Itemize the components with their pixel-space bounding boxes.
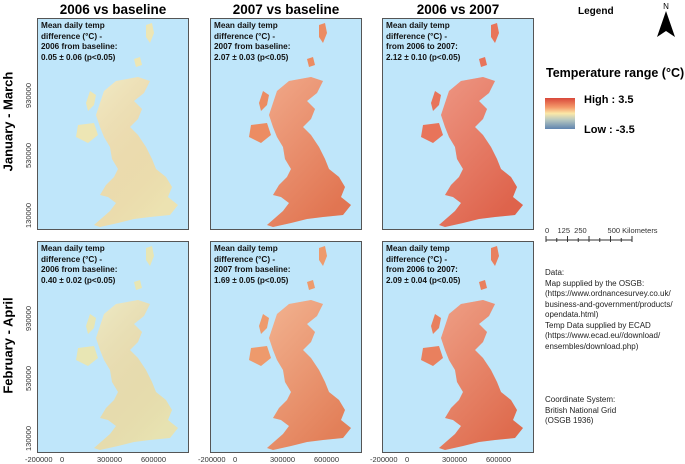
uk-map (76, 23, 178, 227)
panel-annotation: Mean daily temp difference (°C) - 2006 f… (41, 21, 118, 62)
color-ramp (545, 98, 575, 129)
shetland (491, 23, 499, 43)
x-tick-label: -200000 (25, 455, 53, 464)
orkney (479, 57, 487, 67)
x-tick-label: 600000 (486, 455, 512, 464)
map-panel: Mean daily temp difference (°C) - from 2… (382, 18, 534, 230)
x-tick-label: 300000 (97, 455, 123, 464)
x-tick-label: 300000 (442, 455, 468, 464)
x-tick-label: 600000 (141, 455, 167, 464)
north-label: N (663, 2, 669, 11)
northern-ireland (421, 123, 443, 143)
panel-annotation: Mean daily temp difference (°C) - from 2… (386, 244, 461, 285)
shetland (146, 23, 154, 43)
y-tick-label: 130000 (24, 202, 33, 228)
north-arrow-icon (657, 11, 675, 37)
orkney (134, 280, 142, 290)
row-title: January - March (0, 71, 16, 172)
map-panel: Mean daily temp difference (°C) - 2007 f… (210, 241, 362, 453)
hebrides (431, 91, 441, 111)
legend-title: Legend (578, 6, 614, 17)
map-panel: Mean daily temp difference (°C) - 2006 f… (37, 18, 189, 230)
map-panel: Mean daily temp difference (°C) - from 2… (382, 241, 534, 453)
x-tick-label: -200000 (370, 455, 398, 464)
shetland (319, 246, 327, 266)
orkney (307, 280, 315, 290)
map-panel: Mean daily temp difference (°C) - 2006 f… (37, 241, 189, 453)
orkney (307, 57, 315, 67)
column-title: 2006 vs baseline (59, 2, 167, 17)
scale-bar: 0 125 250 500 Kilometers (545, 226, 658, 245)
x-tick-label: 300000 (270, 455, 296, 464)
hebrides (259, 91, 269, 111)
northern-ireland (76, 346, 98, 366)
y-tick-label: 930000 (24, 305, 33, 331)
orkney (479, 280, 487, 290)
panel-annotation: Mean daily temp difference (°C) - 2007 f… (214, 21, 291, 62)
northern-ireland (76, 123, 98, 143)
scale-bar-icon (545, 236, 633, 242)
uk-map (421, 246, 523, 450)
hebrides (86, 91, 96, 111)
northern-ireland (421, 346, 443, 366)
hebrides (431, 314, 441, 334)
north-arrow: N (655, 2, 677, 40)
high-label: High : 3.5 (584, 94, 634, 106)
shetland (146, 246, 154, 266)
panel-annotation: Mean daily temp difference (°C) - from 2… (386, 21, 461, 62)
northern-ireland (249, 123, 271, 143)
hebrides (86, 314, 96, 334)
column-title: 2007 vs baseline (232, 2, 340, 17)
row-title: February - April (0, 297, 16, 394)
panel-annotation: Mean daily temp difference (°C) - 2007 f… (214, 244, 291, 285)
x-tick-label: 0 (233, 455, 238, 464)
x-tick-label: 600000 (314, 455, 340, 464)
uk-map (249, 23, 351, 227)
uk-map (76, 246, 178, 450)
uk-map (421, 23, 523, 227)
panel-annotation: Mean daily temp difference (°C) - 2006 f… (41, 244, 118, 285)
x-tick-label: 0 (405, 455, 410, 464)
northern-ireland (249, 346, 271, 366)
shetland (491, 246, 499, 266)
column-title: 2006 vs 2007 (416, 2, 500, 17)
x-tick-label: 0 (60, 455, 65, 464)
y-tick-label: 530000 (24, 142, 33, 168)
coordinate-system: Coordinate System: British National Grid… (545, 395, 617, 425)
scale-label: 0 125 250 500 Kilometers (545, 226, 658, 235)
y-tick-label: 930000 (24, 82, 33, 108)
temperature-range-title: Temperature range (°C) (546, 66, 685, 80)
uk-map (249, 246, 351, 450)
orkney (134, 57, 142, 67)
y-tick-label: 130000 (24, 425, 33, 451)
low-label: Low : -3.5 (584, 124, 635, 136)
data-sources: Data: Map supplied by the OSGB: (https:/… (545, 268, 673, 351)
y-tick-label: 530000 (24, 365, 33, 391)
map-panel: Mean daily temp difference (°C) - 2007 f… (210, 18, 362, 230)
hebrides (259, 314, 269, 334)
x-tick-label: -200000 (198, 455, 226, 464)
shetland (319, 23, 327, 43)
